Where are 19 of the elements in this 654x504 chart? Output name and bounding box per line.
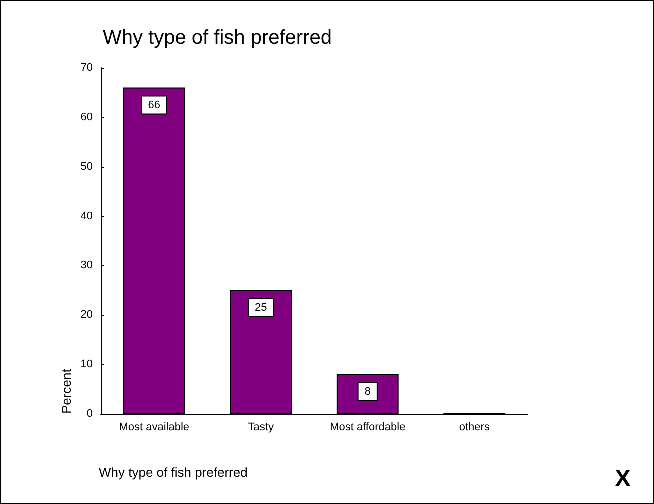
- data-label: 66: [148, 99, 160, 112]
- data-label: 8: [364, 386, 371, 398]
- x-axis-title: Why type of fish preferred: [99, 465, 248, 480]
- y-tick-label: 50: [80, 160, 93, 173]
- chart-title: Why type of fish preferred: [103, 27, 332, 49]
- y-axis-title: Percent: [59, 368, 74, 414]
- y-tick-label: 70: [80, 62, 93, 74]
- x-tick-label: Tasty: [248, 422, 274, 434]
- x-tick-label: others: [459, 422, 490, 434]
- y-tick-label: 60: [80, 111, 93, 124]
- y-tick-label: 20: [80, 309, 93, 322]
- data-label: 25: [255, 302, 268, 314]
- x-tick-label: Most available: [119, 422, 190, 434]
- x-tick-label: Most affordable: [330, 422, 406, 434]
- y-tick-label: 30: [80, 260, 93, 272]
- y-tick-label: 10: [80, 358, 93, 371]
- y-tick-label: 0: [86, 408, 93, 420]
- text: X: [614, 466, 632, 492]
- y-tick-label: 40: [80, 210, 93, 222]
